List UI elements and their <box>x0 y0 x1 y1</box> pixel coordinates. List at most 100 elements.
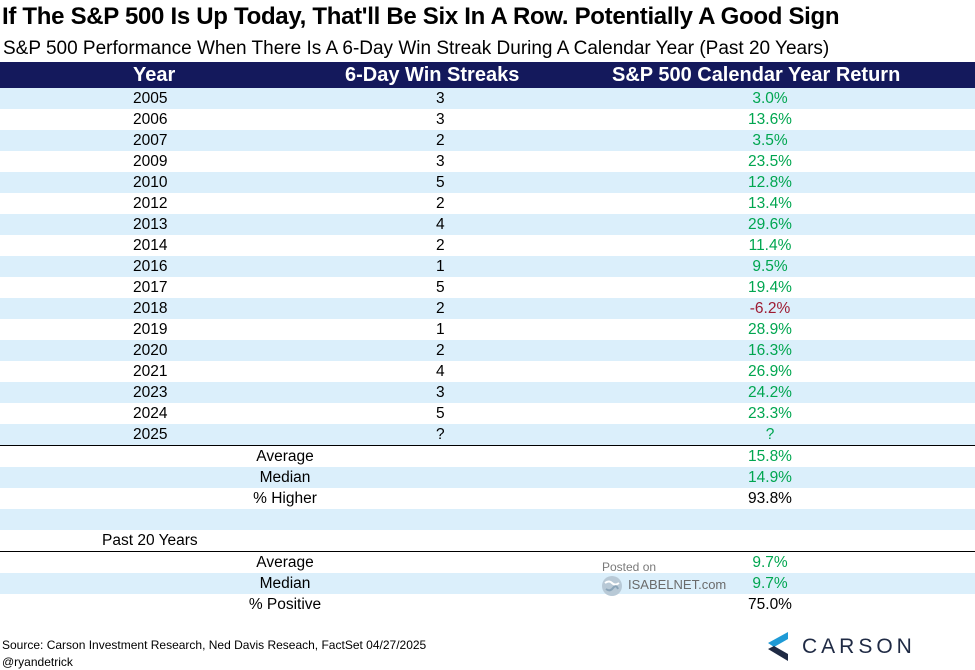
table-row: 2018 2 -6.2% <box>0 298 975 319</box>
year-cell: 2019 <box>133 321 168 338</box>
return-cell: 19.4% <box>748 279 792 296</box>
table-row: 2010 5 12.8% <box>0 172 975 193</box>
streaks-cell: 3 <box>436 384 445 401</box>
streaks-cell: 2 <box>436 300 445 317</box>
table-row: 2012 2 13.4% <box>0 193 975 214</box>
table-row: 2013 4 29.6% <box>0 214 975 235</box>
table-body: 2005 3 3.0% 2006 3 13.6% 2007 2 3.5% 2009 3 23.5% 20… <box>0 88 975 615</box>
past20-row-median: Median 9.7% <box>0 573 975 594</box>
table-row: 2024 5 23.3% <box>0 403 975 424</box>
past20-positive-label: % Positive <box>248 596 322 613</box>
year-cell: 2023 <box>133 384 168 401</box>
streaks-cell: 3 <box>436 111 445 128</box>
return-cell: 23.5% <box>748 153 792 170</box>
table-row: 2025?? <box>0 424 975 445</box>
return-cell: -6.2% <box>749 300 791 317</box>
year-cell: 2025 <box>133 426 168 443</box>
table-row: 2006 3 13.6% <box>0 109 975 130</box>
return-cell: 24.2% <box>748 384 792 401</box>
column-header-streaks: 6-Day Win Streaks <box>345 64 520 86</box>
return-cell: 16.3% <box>748 342 792 359</box>
carson-wordmark: CARSON <box>802 635 916 658</box>
summary-row-median: Median 14.9% <box>0 467 975 488</box>
streaks-cell: 2 <box>436 195 445 212</box>
carson-mark-icon <box>768 632 788 661</box>
past20-median-value: 9.7% <box>752 575 788 592</box>
summary-higher-value: 93.8% <box>748 490 792 507</box>
year-cell: 2013 <box>133 216 168 233</box>
summary-row-higher: % Higher 93.8% <box>0 488 975 509</box>
summary-higher-label: % Higher <box>253 490 317 507</box>
return-cell: 23.3% <box>748 405 792 422</box>
year-cell: 2014 <box>133 237 168 254</box>
return-cell: 3.5% <box>752 132 788 149</box>
return-cell: 9.5% <box>752 258 788 275</box>
year-cell: 2012 <box>133 195 168 212</box>
author-handle: @ryandetrick <box>2 655 73 669</box>
table-row: 2017 5 19.4% <box>0 277 975 298</box>
page-title: If The S&P 500 Is Up Today, That'll Be S… <box>2 3 840 30</box>
streaks-cell: 2 <box>436 237 445 254</box>
return-cell: 26.9% <box>748 363 792 380</box>
year-cell: 2017 <box>133 279 168 296</box>
past20-title: Past 20 Years <box>102 532 198 549</box>
column-header-return: S&P 500 Calendar Year Return <box>612 64 901 86</box>
year-cell: 2016 <box>133 258 168 275</box>
table-row: 2016 1 9.5% <box>0 256 975 277</box>
streaks-cell: 5 <box>436 174 445 191</box>
watermark-posted-on: Posted on <box>602 560 657 574</box>
table-row: 2023 3 24.2% <box>0 382 975 403</box>
table-header: Year 6-Day Win Streaks S&P 500 Calendar … <box>0 62 975 88</box>
return-cell: 11.4% <box>748 237 792 254</box>
return-cell: ? <box>765 426 775 443</box>
year-cell: 2018 <box>133 300 168 317</box>
past20-median-label: Median <box>259 575 311 592</box>
year-cell: 2006 <box>133 111 168 128</box>
streaks-cell: 1 <box>436 258 445 275</box>
streaks-cell: 4 <box>436 216 445 233</box>
table-row: 2019 1 28.9% <box>0 319 975 340</box>
streaks-cell: 1 <box>436 321 445 338</box>
streaks-cell: 5 <box>436 279 445 296</box>
year-cell: 2024 <box>133 405 168 422</box>
past20-title-row: Past 20 Years <box>0 530 975 551</box>
summary-average-value: 15.8% <box>748 448 792 465</box>
column-header-year: Year <box>133 64 176 86</box>
past20-positive-value: 75.0% <box>748 596 792 613</box>
spacer-row <box>0 509 975 530</box>
year-cell: 2010 <box>133 174 168 191</box>
source-note: Source: Carson Investment Research, Ned … <box>2 638 427 652</box>
streaks-cell: ? <box>436 426 445 443</box>
watermark-site: ISABELNET.com <box>628 577 727 592</box>
streaks-cell: 4 <box>436 363 445 380</box>
streaks-cell: 2 <box>436 342 445 359</box>
year-cell: 2009 <box>133 153 168 170</box>
page-subtitle: S&P 500 Performance When There Is A 6-Da… <box>3 38 830 59</box>
past20-average-label: Average <box>256 554 314 571</box>
table-row: 2020 2 16.3% <box>0 340 975 361</box>
year-rows: 2005 3 3.0% 2006 3 13.6% 2007 2 3.5% 2009 3 23.5% 20… <box>0 88 975 445</box>
carson-logo: CARSON <box>766 632 916 662</box>
globe-icon <box>602 576 622 596</box>
table-row: 2014 2 11.4% <box>0 235 975 256</box>
table-row: 2021 4 26.9% <box>0 361 975 382</box>
table-row: 2005 3 3.0% <box>0 88 975 109</box>
table-row: 2009 3 23.5% <box>0 151 975 172</box>
summary-average-label: Average <box>256 448 314 465</box>
streaks-cell: 3 <box>436 153 445 170</box>
table-row: 2007 2 3.5% <box>0 130 975 151</box>
return-cell: 13.4% <box>748 195 792 212</box>
year-cell: 2020 <box>133 342 168 359</box>
return-cell: 12.8% <box>748 174 792 191</box>
summary-median-label: Median <box>259 469 311 486</box>
year-cell: 2005 <box>133 90 168 107</box>
return-cell: 28.9% <box>748 321 792 338</box>
past20-average-value: 9.7% <box>752 554 788 571</box>
summary-median-value: 14.9% <box>748 469 792 486</box>
return-cell: 29.6% <box>748 216 792 233</box>
year-cell: 2021 <box>133 363 168 380</box>
return-cell: 13.6% <box>748 111 792 128</box>
return-cell: 3.0% <box>752 90 788 107</box>
streaks-cell: 2 <box>436 132 445 149</box>
streaks-cell: 5 <box>436 405 445 422</box>
